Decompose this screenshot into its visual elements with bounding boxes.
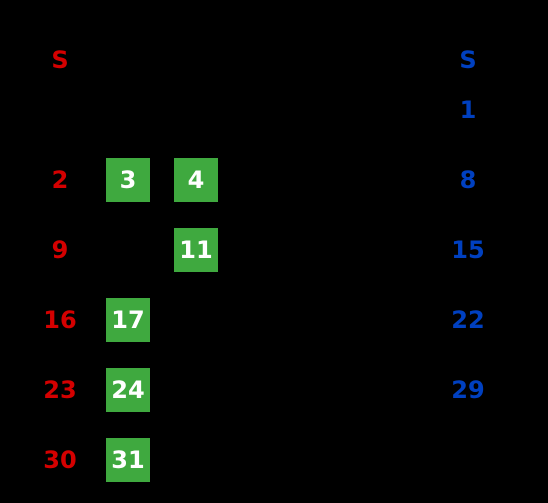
- calendar-day-26[interactable]: 26: [237, 368, 291, 412]
- calendar-day-1[interactable]: 1: [441, 88, 495, 132]
- calendar-day-25[interactable]: 25: [169, 368, 223, 412]
- calendar-day-4[interactable]: 4: [174, 158, 218, 202]
- calendar-day-3[interactable]: 3: [106, 158, 150, 202]
- calendar-day-2[interactable]: 2: [33, 158, 87, 202]
- calendar-day-20[interactable]: 20: [305, 298, 359, 342]
- calendar-day-16[interactable]: 16: [33, 298, 87, 342]
- calendar-day-15[interactable]: 15: [441, 228, 495, 272]
- calendar-day-6[interactable]: 6: [305, 158, 359, 202]
- calendar-day-14[interactable]: 14: [373, 228, 427, 272]
- calendar-day-8[interactable]: 8: [441, 158, 495, 202]
- calendar-day-29[interactable]: 29: [441, 368, 495, 412]
- calendar-header-3: W: [231, 40, 297, 80]
- calendar-header-5: F: [367, 40, 433, 80]
- calendar-day-5[interactable]: 5: [237, 158, 291, 202]
- calendar-header-2: T: [163, 40, 229, 80]
- calendar-day-27[interactable]: 27: [305, 368, 359, 412]
- calendar-day-22[interactable]: 22: [441, 298, 495, 342]
- calendar-day-9[interactable]: 9: [33, 228, 87, 272]
- calendar-day-21[interactable]: 21: [373, 298, 427, 342]
- calendar-day-11[interactable]: 11: [174, 228, 218, 272]
- calendar-header-0: S: [27, 40, 93, 80]
- calendar-header-1: M: [95, 40, 161, 80]
- calendar-day-10[interactable]: 10: [101, 228, 155, 272]
- calendar-day-30[interactable]: 30: [33, 438, 87, 482]
- calendar-header-6: S: [435, 40, 501, 80]
- calendar-day-17[interactable]: 17: [106, 298, 150, 342]
- calendar-day-28[interactable]: 28: [373, 368, 427, 412]
- calendar-header-4: T: [299, 40, 365, 80]
- calendar-header-row: SMTWTFS: [0, 40, 548, 80]
- calendar-month: SMTWTFS 12345678910111213141516171819202…: [0, 0, 548, 503]
- calendar-day-19[interactable]: 19: [237, 298, 291, 342]
- calendar-day-23[interactable]: 23: [33, 368, 87, 412]
- calendar-day-31[interactable]: 31: [106, 438, 150, 482]
- calendar-day-24[interactable]: 24: [106, 368, 150, 412]
- calendar-day-13[interactable]: 13: [305, 228, 359, 272]
- calendar-day-7[interactable]: 7: [373, 158, 427, 202]
- calendar-day-18[interactable]: 18: [169, 298, 223, 342]
- calendar-day-12[interactable]: 12: [237, 228, 291, 272]
